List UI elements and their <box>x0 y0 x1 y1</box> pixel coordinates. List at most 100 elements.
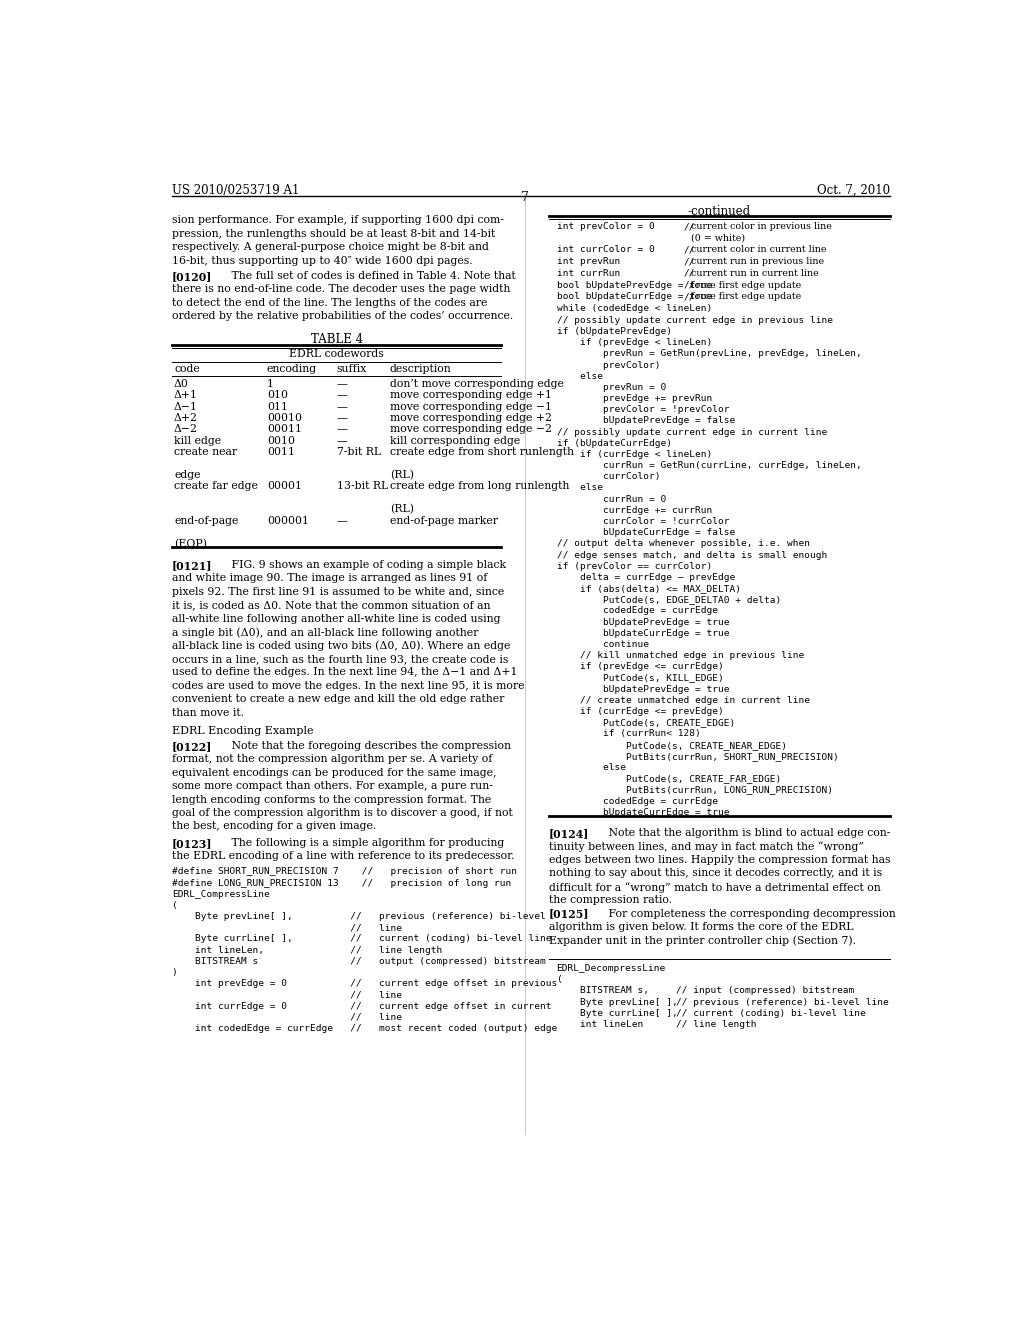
Text: int prevEdge = 0           //   current edge offset in previous: int prevEdge = 0 // current edge offset … <box>172 979 557 989</box>
Text: currEdge += currRun: currEdge += currRun <box>557 506 712 515</box>
Text: prevColor = !prevColor: prevColor = !prevColor <box>557 405 729 414</box>
Text: The full set of codes is defined in Table 4. Note that: The full set of codes is defined in Tabl… <box>221 271 516 281</box>
Text: 00001: 00001 <box>267 482 302 491</box>
Text: end-of-page marker: end-of-page marker <box>390 516 498 525</box>
Text: Δ+1: Δ+1 <box>174 391 198 400</box>
Text: 0011: 0011 <box>267 447 295 457</box>
Text: // previous (reference) bi-level line: // previous (reference) bi-level line <box>676 998 889 1007</box>
Text: EDRL_DecompressLine: EDRL_DecompressLine <box>557 964 666 973</box>
Text: // edge senses match, and delta is small enough: // edge senses match, and delta is small… <box>557 550 826 560</box>
Text: 010: 010 <box>267 391 288 400</box>
Text: Δ−1: Δ−1 <box>174 401 198 412</box>
Text: codedEdge = currEdge: codedEdge = currEdge <box>557 606 718 615</box>
Text: current color in current line: current color in current line <box>691 246 827 255</box>
Text: int lineLen,               //   line length: int lineLen, // line length <box>172 945 442 954</box>
Text: while (codedEdge < lineLen): while (codedEdge < lineLen) <box>557 304 712 313</box>
Text: // create unmatched edge in current line: // create unmatched edge in current line <box>557 696 810 705</box>
Text: if (currRun< 128): if (currRun< 128) <box>557 730 700 738</box>
Text: if (currEdge <= prevEdge): if (currEdge <= prevEdge) <box>557 708 723 717</box>
Text: the best, encoding for a given image.: the best, encoding for a given image. <box>172 821 376 832</box>
Text: //: // <box>684 246 695 255</box>
Text: PutBits(currRun, LONG_RUN_PRECISION): PutBits(currRun, LONG_RUN_PRECISION) <box>557 785 833 795</box>
Text: 00011: 00011 <box>267 425 302 434</box>
Text: // output delta whenever possible, i.e. when: // output delta whenever possible, i.e. … <box>557 540 810 548</box>
Text: PutBits(currRun, SHORT_RUN_PRECISION): PutBits(currRun, SHORT_RUN_PRECISION) <box>557 752 839 760</box>
Text: //   line: // line <box>172 923 401 932</box>
Text: codedEdge = currEdge: codedEdge = currEdge <box>557 796 718 805</box>
Text: BITSTREAM s                //   output (compressed) bitstream: BITSTREAM s // output (compressed) bitst… <box>172 957 546 966</box>
Text: convenient to create a new edge and kill the old edge rather: convenient to create a new edge and kill… <box>172 694 504 705</box>
Text: [0124]: [0124] <box>549 828 589 840</box>
Text: description: description <box>390 364 452 374</box>
Text: kill edge: kill edge <box>174 436 221 446</box>
Text: code: code <box>174 364 200 374</box>
Text: currColor = !currColor: currColor = !currColor <box>557 517 729 527</box>
Text: The following is a simple algorithm for producing: The following is a simple algorithm for … <box>221 838 504 847</box>
Text: format, not the compression algorithm per se. A variety of: format, not the compression algorithm pe… <box>172 754 492 764</box>
Text: currColor): currColor) <box>557 473 660 482</box>
Text: move corresponding edge +2: move corresponding edge +2 <box>390 413 552 424</box>
Text: PutCode(s, EDGE_DELTA0 + delta): PutCode(s, EDGE_DELTA0 + delta) <box>557 595 780 605</box>
Text: 011: 011 <box>267 401 288 412</box>
Text: 13-bit RL: 13-bit RL <box>337 482 388 491</box>
Text: than move it.: than move it. <box>172 708 244 718</box>
Text: (0 = white): (0 = white) <box>691 234 745 243</box>
Text: encoding: encoding <box>267 364 317 374</box>
Text: length encoding conforms to the compression format. The: length encoding conforms to the compress… <box>172 795 490 805</box>
Text: (RL): (RL) <box>390 504 414 515</box>
Text: //: // <box>684 269 695 277</box>
Text: all-white line following another all-white line is coded using: all-white line following another all-whi… <box>172 614 500 624</box>
Text: it is, is coded as Δ0. Note that the common situation of an: it is, is coded as Δ0. Note that the com… <box>172 601 490 610</box>
Text: // possibly update current edge in current line: // possibly update current edge in curre… <box>557 428 826 437</box>
Text: int currEdge = 0           //   current edge offset in current: int currEdge = 0 // current edge offset … <box>172 1002 551 1011</box>
Text: 00010: 00010 <box>267 413 302 424</box>
Text: EDRL_CompressLine: EDRL_CompressLine <box>172 890 269 899</box>
Text: force first edge update: force first edge update <box>691 292 802 301</box>
Text: Δ0: Δ0 <box>174 379 188 389</box>
Text: bUpdatePrevEdge = false: bUpdatePrevEdge = false <box>557 416 735 425</box>
Text: int prevRun: int prevRun <box>557 257 620 267</box>
Text: // line length: // line length <box>676 1020 756 1030</box>
Text: [0125]: [0125] <box>549 908 589 920</box>
Text: #define LONG_RUN_PRECISION 13    //   precision of long run: #define LONG_RUN_PRECISION 13 // precisi… <box>172 879 511 887</box>
Text: if (abs(delta) <= MAX_DELTA): if (abs(delta) <= MAX_DELTA) <box>557 585 740 593</box>
Text: and white image 90. The image is arranged as lines 91 of: and white image 90. The image is arrange… <box>172 573 487 583</box>
Text: prevRun = GetRun(prevLine, prevEdge, lineLen,: prevRun = GetRun(prevLine, prevEdge, lin… <box>557 350 861 358</box>
Text: edge: edge <box>174 470 201 480</box>
Text: —: — <box>337 436 347 446</box>
Text: don’t move corresponding edge: don’t move corresponding edge <box>390 379 564 389</box>
Text: currRun = GetRun(currLine, currEdge, lineLen,: currRun = GetRun(currLine, currEdge, lin… <box>557 461 861 470</box>
Text: used to define the edges. In the next line 94, the Δ−1 and Δ+1: used to define the edges. In the next li… <box>172 668 517 677</box>
Text: //: // <box>684 281 695 289</box>
Text: —: — <box>337 516 347 525</box>
Text: 0010: 0010 <box>267 436 295 446</box>
Text: US 2010/0253719 A1: US 2010/0253719 A1 <box>172 183 299 197</box>
Text: bUpdatePrevEdge = true: bUpdatePrevEdge = true <box>557 618 729 627</box>
Text: Byte currLine[ ],          //   current (coding) bi-level line: Byte currLine[ ], // current (coding) bi… <box>172 935 551 944</box>
Text: occurs in a line, such as the fourth line 93, the create code is: occurs in a line, such as the fourth lin… <box>172 653 508 664</box>
Text: move corresponding edge −2: move corresponding edge −2 <box>390 425 552 434</box>
Text: bool bUpdateCurrEdge = true: bool bUpdateCurrEdge = true <box>557 292 712 301</box>
Text: sion performance. For example, if supporting 1600 dpi com-: sion performance. For example, if suppor… <box>172 215 504 226</box>
Text: current run in current line: current run in current line <box>691 269 819 277</box>
Text: 16-bit, thus supporting up to 40″ wide 1600 dpi pages.: 16-bit, thus supporting up to 40″ wide 1… <box>172 256 472 265</box>
Text: respectively. A general-purpose choice might be 8-bit and: respectively. A general-purpose choice m… <box>172 242 488 252</box>
Text: Byte prevLine[ ],: Byte prevLine[ ], <box>557 998 677 1007</box>
Text: if (bUpdatePrevEdge): if (bUpdatePrevEdge) <box>557 327 672 337</box>
Text: force first edge update: force first edge update <box>691 281 802 289</box>
Text: create far edge: create far edge <box>174 482 258 491</box>
Text: —: — <box>337 401 347 412</box>
Text: nothing to say about this, since it decodes correctly, and it is: nothing to say about this, since it deco… <box>549 869 882 878</box>
Text: prevColor): prevColor) <box>557 360 660 370</box>
Text: // kill unmatched edge in previous line: // kill unmatched edge in previous line <box>557 651 804 660</box>
Text: 1: 1 <box>267 379 273 389</box>
Text: pixels 92. The first line 91 is assumed to be white and, since: pixels 92. The first line 91 is assumed … <box>172 587 504 597</box>
Text: move corresponding edge −1: move corresponding edge −1 <box>390 401 552 412</box>
Text: //   line: // line <box>172 1012 401 1022</box>
Text: For completeness the corresponding decompression: For completeness the corresponding decom… <box>598 908 896 919</box>
Text: Byte currLine[ ],: Byte currLine[ ], <box>557 1008 677 1018</box>
Text: TABLE 4: TABLE 4 <box>310 333 362 346</box>
Text: Byte prevLine[ ],          //   previous (reference) bi-level: Byte prevLine[ ], // previous (reference… <box>172 912 546 921</box>
Text: tinuity between lines, and may in fact match the “wrong”: tinuity between lines, and may in fact m… <box>549 841 863 853</box>
Text: FIG. 9 shows an example of coding a simple black: FIG. 9 shows an example of coding a simp… <box>221 560 506 570</box>
